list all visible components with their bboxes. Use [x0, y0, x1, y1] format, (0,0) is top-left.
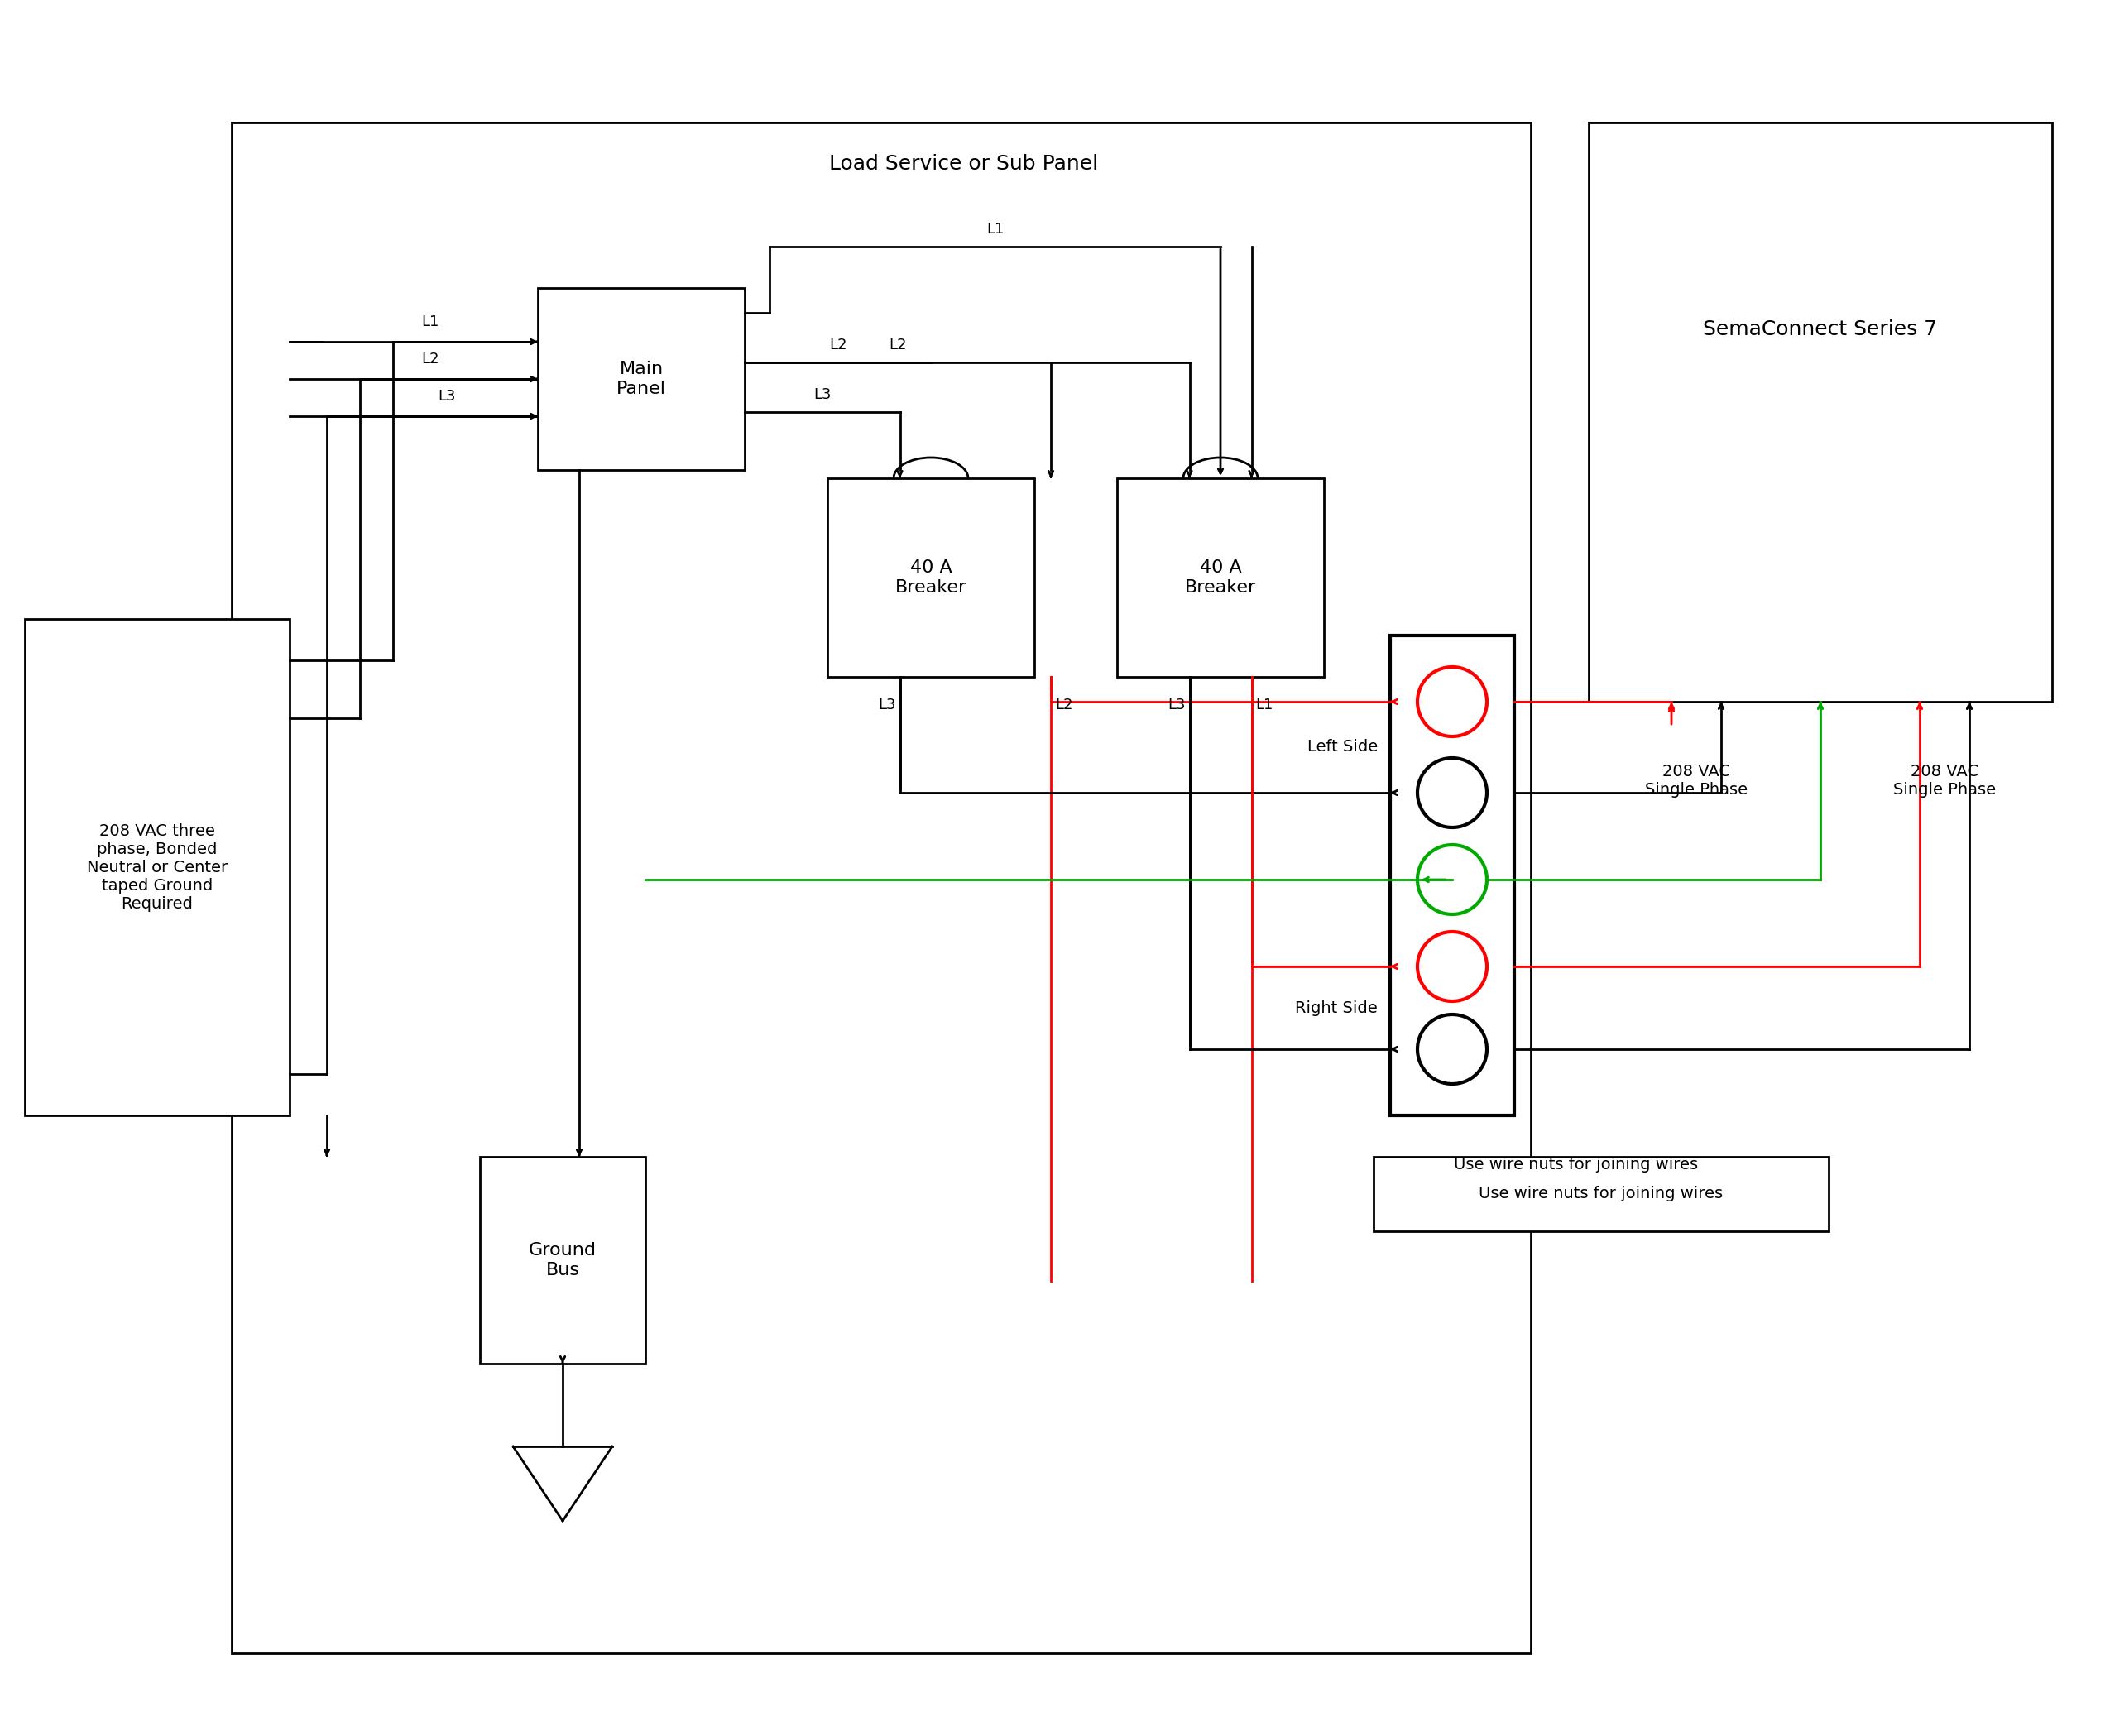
- Text: L2: L2: [1055, 698, 1072, 712]
- Text: Main
Panel: Main Panel: [616, 361, 667, 398]
- Text: L3: L3: [812, 387, 831, 403]
- Text: L3: L3: [1167, 698, 1186, 712]
- FancyBboxPatch shape: [1116, 479, 1323, 677]
- Text: L3: L3: [878, 698, 897, 712]
- Text: 208 VAC
Single Phase: 208 VAC Single Phase: [1646, 764, 1747, 797]
- FancyBboxPatch shape: [479, 1156, 646, 1364]
- Text: 208 VAC three
phase, Bonded
Neutral or Center
taped Ground
Required: 208 VAC three phase, Bonded Neutral or C…: [87, 823, 228, 911]
- Text: 40 A
Breaker: 40 A Breaker: [895, 559, 966, 595]
- Text: Load Service or Sub Panel: Load Service or Sub Panel: [829, 155, 1099, 174]
- Text: 40 A
Breaker: 40 A Breaker: [1186, 559, 1255, 595]
- Text: L3: L3: [439, 389, 456, 404]
- Text: L1: L1: [1255, 698, 1272, 712]
- Text: Use wire nuts for joining wires: Use wire nuts for joining wires: [1479, 1186, 1724, 1201]
- Text: 208 VAC
Single Phase: 208 VAC Single Phase: [1893, 764, 1996, 797]
- FancyBboxPatch shape: [1390, 635, 1515, 1116]
- Text: Use wire nuts for joining wires: Use wire nuts for joining wires: [1454, 1156, 1699, 1172]
- Text: L2: L2: [888, 337, 907, 352]
- FancyBboxPatch shape: [232, 123, 1530, 1653]
- Text: Left Side: Left Side: [1308, 740, 1378, 755]
- Text: L2: L2: [422, 352, 439, 366]
- Text: L1: L1: [422, 314, 439, 330]
- Text: SemaConnect Series 7: SemaConnect Series 7: [1703, 319, 1937, 339]
- FancyBboxPatch shape: [1589, 123, 2053, 701]
- FancyBboxPatch shape: [25, 620, 289, 1116]
- Text: Right Side: Right Side: [1296, 1000, 1378, 1016]
- FancyBboxPatch shape: [1374, 1156, 1829, 1231]
- Text: L2: L2: [829, 337, 846, 352]
- FancyBboxPatch shape: [827, 479, 1034, 677]
- Text: Ground
Bus: Ground Bus: [530, 1243, 597, 1278]
- FancyBboxPatch shape: [538, 288, 745, 470]
- Text: L1: L1: [985, 222, 1004, 236]
